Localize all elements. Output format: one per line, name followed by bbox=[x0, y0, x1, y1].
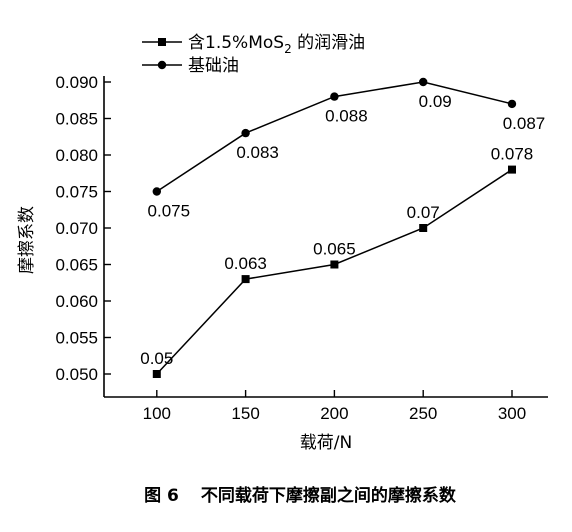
x-ticks: 100 150 200 250 300 bbox=[143, 390, 526, 423]
series-0-point bbox=[419, 224, 428, 232]
data-label: 0.063 bbox=[224, 254, 267, 273]
x-tick-label: 300 bbox=[498, 404, 526, 423]
y-tick-label: 0.080 bbox=[55, 146, 98, 165]
legend-marker-square bbox=[158, 38, 166, 46]
data-label: 0.09 bbox=[419, 92, 452, 111]
series-0-point bbox=[241, 275, 250, 284]
series-1-point bbox=[330, 92, 339, 101]
data-label: 0.05 bbox=[140, 349, 173, 368]
y-tick-label: 0.055 bbox=[55, 329, 98, 348]
legend-marker-circle bbox=[157, 60, 167, 70]
y-axis-title: 摩擦系数 bbox=[17, 206, 37, 274]
series-0-point bbox=[152, 370, 161, 378]
y-tick-label: 0.090 bbox=[55, 73, 98, 92]
y-tick-label: 0.050 bbox=[55, 365, 98, 384]
series-0-point bbox=[330, 260, 339, 269]
data-label: 0.075 bbox=[148, 202, 191, 221]
y-ticks: 0.050 0.055 0.060 0.065 0.070 0.075 0.080 0.085… bbox=[55, 73, 111, 384]
axes bbox=[103, 76, 548, 398]
legend-label-subscript: 2 bbox=[284, 42, 292, 56]
x-tick-label: 200 bbox=[320, 404, 348, 423]
series-line-0 bbox=[156, 168, 513, 375]
figure-number: 图 6 bbox=[144, 486, 179, 506]
data-label: 0.083 bbox=[236, 143, 279, 162]
x-tick-label: 150 bbox=[231, 404, 259, 423]
legend-label-prefix: 含1.5%MoS bbox=[188, 33, 284, 53]
y-tick-label: 0.070 bbox=[55, 219, 98, 238]
series-1-point bbox=[152, 187, 161, 196]
series-layer bbox=[152, 77, 517, 378]
legend-item-base-oil: 基础油 bbox=[142, 56, 239, 76]
data-label: 0.087 bbox=[503, 114, 546, 133]
legend: 含1.5%MoS2 的润滑油 基础油 bbox=[142, 33, 365, 76]
series-1-point bbox=[241, 128, 250, 138]
data-label: 0.088 bbox=[325, 107, 368, 126]
legend-label-mos2-oil: 含1.5%MoS2 的润滑油 bbox=[188, 33, 365, 56]
y-tick-label: 0.085 bbox=[55, 110, 98, 129]
series-1-point bbox=[507, 99, 517, 109]
series-1-point bbox=[419, 77, 428, 87]
y-tick-label: 0.065 bbox=[55, 256, 98, 275]
legend-label-suffix: 的润滑油 bbox=[292, 33, 365, 53]
data-label: 0.078 bbox=[491, 145, 534, 164]
legend-item-mos2-oil: 含1.5%MoS2 的润滑油 bbox=[142, 33, 365, 56]
x-axis-title: 载荷/N bbox=[300, 433, 352, 453]
y-tick-label: 0.060 bbox=[55, 292, 98, 311]
legend-label-base-oil: 基础油 bbox=[188, 56, 239, 76]
figure-caption: 图 6 不同载荷下摩擦副之间的摩擦系数 bbox=[144, 485, 457, 506]
data-labels: 0.05 0.063 0.065 0.07 0.078 0.075 0.083 0.088 0.… bbox=[140, 92, 545, 368]
x-tick-label: 250 bbox=[409, 404, 437, 423]
y-tick-label: 0.075 bbox=[55, 183, 98, 202]
data-label: 0.065 bbox=[313, 240, 356, 259]
figure-caption-text: 不同载荷下摩擦副之间的摩擦系数 bbox=[201, 485, 457, 506]
series-0-point bbox=[508, 165, 516, 174]
x-tick-label: 100 bbox=[143, 404, 171, 423]
data-label: 0.07 bbox=[407, 203, 440, 222]
